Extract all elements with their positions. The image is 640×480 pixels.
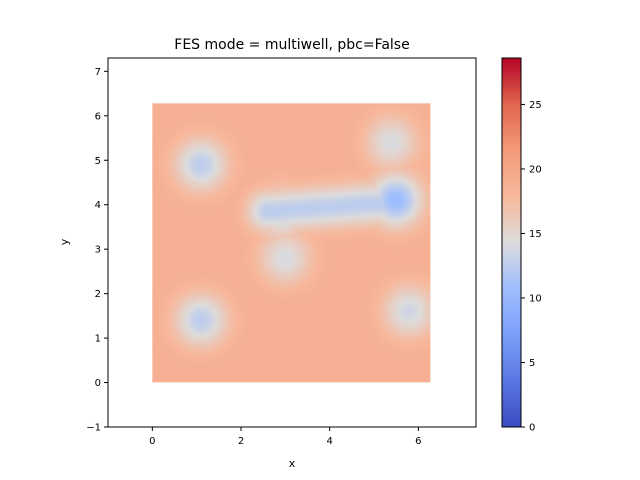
y-axis-label: y	[58, 238, 71, 245]
heatmap-image	[152, 103, 431, 383]
colorbar-gradient	[501, 57, 522, 428]
y-tick-label: 1	[95, 334, 101, 345]
x-tick-label: 6	[415, 436, 421, 447]
colorbar-tick-label: 20	[529, 164, 542, 175]
y-tick-label: 3	[95, 245, 101, 256]
plot-area	[107, 57, 477, 428]
y-tick-label: 7	[95, 67, 101, 78]
chart-title: FES mode = multiwell, pbc=False	[174, 37, 409, 53]
colorbar-tick-label: 15	[529, 229, 542, 240]
x-axis: 0 2 4 6	[149, 427, 422, 447]
y-tick-label: −1	[86, 423, 101, 434]
colorbar-tick-label: 0	[529, 423, 535, 434]
x-tick-label: 2	[238, 436, 244, 447]
y-tick-label: 5	[95, 156, 101, 167]
colorbar-tick-label: 10	[529, 293, 542, 304]
colorbar-tick-label: 5	[529, 358, 535, 369]
x-tick-label: 4	[326, 436, 332, 447]
x-axis-label: x	[289, 457, 296, 470]
y-axis: −1 0 1 2 3 4 5 6 7	[86, 67, 108, 434]
x-tick-label: 0	[149, 436, 155, 447]
colorbar-axis: 0 5 10 15 20 25	[521, 100, 542, 434]
y-tick-label: 6	[95, 111, 101, 122]
y-tick-label: 2	[95, 289, 101, 300]
y-tick-label: 4	[95, 200, 101, 211]
colorbar-tick-label: 25	[529, 100, 542, 111]
colorbar: 0 5 10 15 20 25	[501, 57, 542, 434]
plot-frame	[107, 57, 477, 428]
y-tick-label: 0	[95, 378, 101, 389]
